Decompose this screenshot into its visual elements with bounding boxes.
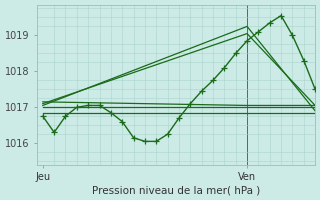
X-axis label: Pression niveau de la mer( hPa ): Pression niveau de la mer( hPa ) [92,185,260,195]
